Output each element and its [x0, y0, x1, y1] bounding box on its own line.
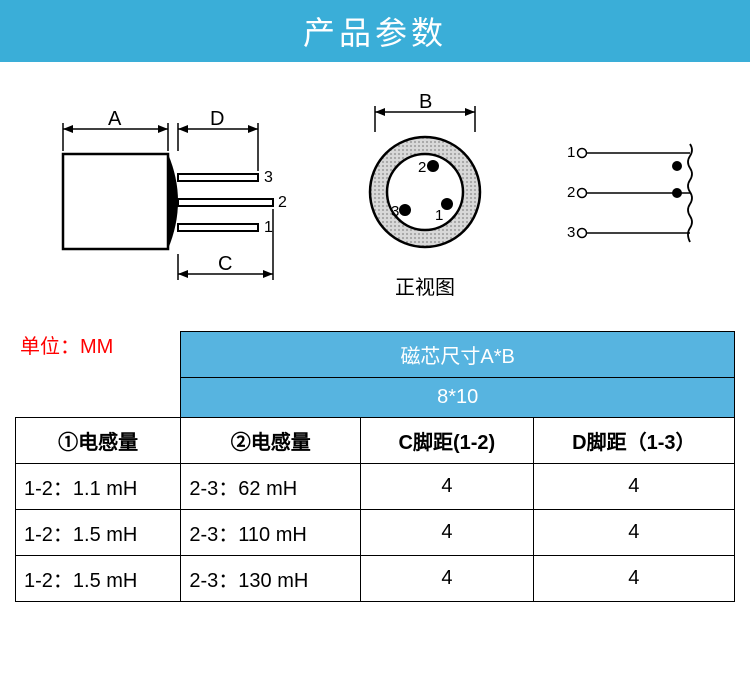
front-view-diagram: B 2 1 3 正视图: [345, 92, 505, 300]
core-size-header: 磁芯尺寸A*B: [181, 332, 735, 378]
dim-label-b: B: [419, 92, 432, 113]
front-pin-2: 2: [418, 159, 426, 176]
table-row: 1-2：1.5 mH 2-3：110 mH 4 4: [16, 510, 735, 556]
dim-label-a: A: [108, 108, 122, 130]
table-header-row: ①电感量 ②电感量 C脚距(1-2) D脚距（1-3）: [16, 418, 735, 464]
table-row: 1-2：1.1 mH 2-3：62 mH 4 4: [16, 464, 735, 510]
header-title: 产品参数: [303, 15, 447, 51]
col-header-2: ②电感量: [181, 418, 361, 464]
col-header-3: C脚距(1-2): [361, 418, 534, 464]
pinout-diagram: 1 2 3: [562, 129, 712, 264]
dim-label-d: D: [210, 108, 224, 130]
front-view-caption: 正视图: [345, 271, 505, 300]
side-view-diagram: 3 2 1 A D C: [38, 99, 288, 294]
page-header: 产品参数: [0, 0, 750, 62]
pinout-3: 3: [567, 224, 575, 241]
pinout-1: 1: [567, 144, 575, 161]
spec-table-wrap: 磁芯尺寸A*B 8*10 ①电感量 ②电感量 C脚距(1-2) D脚距（1-3）…: [0, 331, 750, 617]
diagram-row: 3 2 1 A D C: [0, 62, 750, 320]
front-pin-1: 1: [435, 207, 443, 224]
front-pin-3: 3: [391, 203, 399, 220]
table-row: 1-2：1.5 mH 2-3：130 mH 4 4: [16, 556, 735, 602]
col-header-4: D脚距（1-3）: [533, 418, 734, 464]
dim-label-c: C: [218, 253, 232, 275]
col-header-1: ①电感量: [16, 418, 181, 464]
pin-label-2: 2: [278, 194, 287, 211]
spec-table: 磁芯尺寸A*B 8*10 ①电感量 ②电感量 C脚距(1-2) D脚距（1-3）…: [15, 331, 735, 602]
core-size-value: 8*10: [181, 378, 735, 418]
pinout-2: 2: [567, 184, 575, 201]
pin-label-3: 3: [264, 169, 273, 186]
pin-label-1: 1: [264, 219, 273, 236]
